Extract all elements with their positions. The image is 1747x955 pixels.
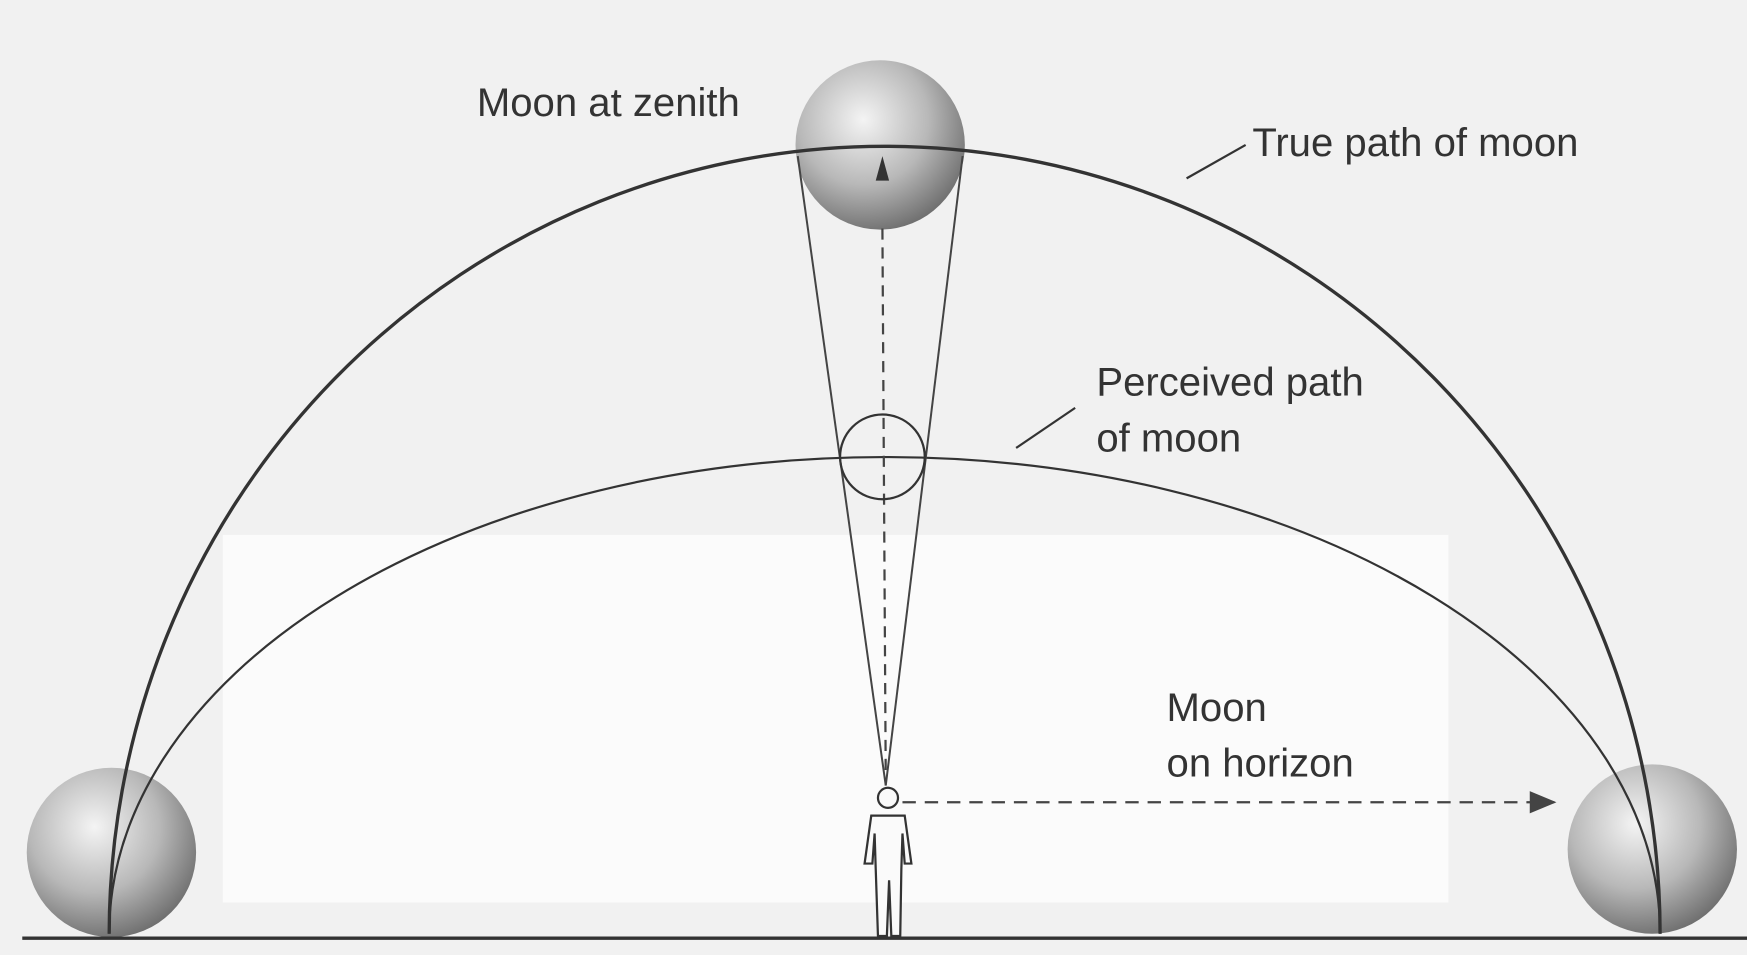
label-horizon: on horizon (1167, 742, 1354, 786)
label-perceived-path: of moon (1096, 416, 1241, 460)
label-horizon: Moon (1167, 686, 1267, 730)
moon-right (1568, 764, 1737, 933)
moon-left (27, 768, 196, 937)
page: Moon at zenith True path of moon Perceiv… (0, 0, 1747, 955)
label-zenith: Moon at zenith (477, 81, 740, 125)
label-perceived-path: Perceived path (1096, 361, 1363, 405)
label-true-path: True path of moon (1252, 121, 1578, 165)
moon-illusion-diagram: Moon at zenith True path of moon Perceiv… (0, 0, 1747, 955)
